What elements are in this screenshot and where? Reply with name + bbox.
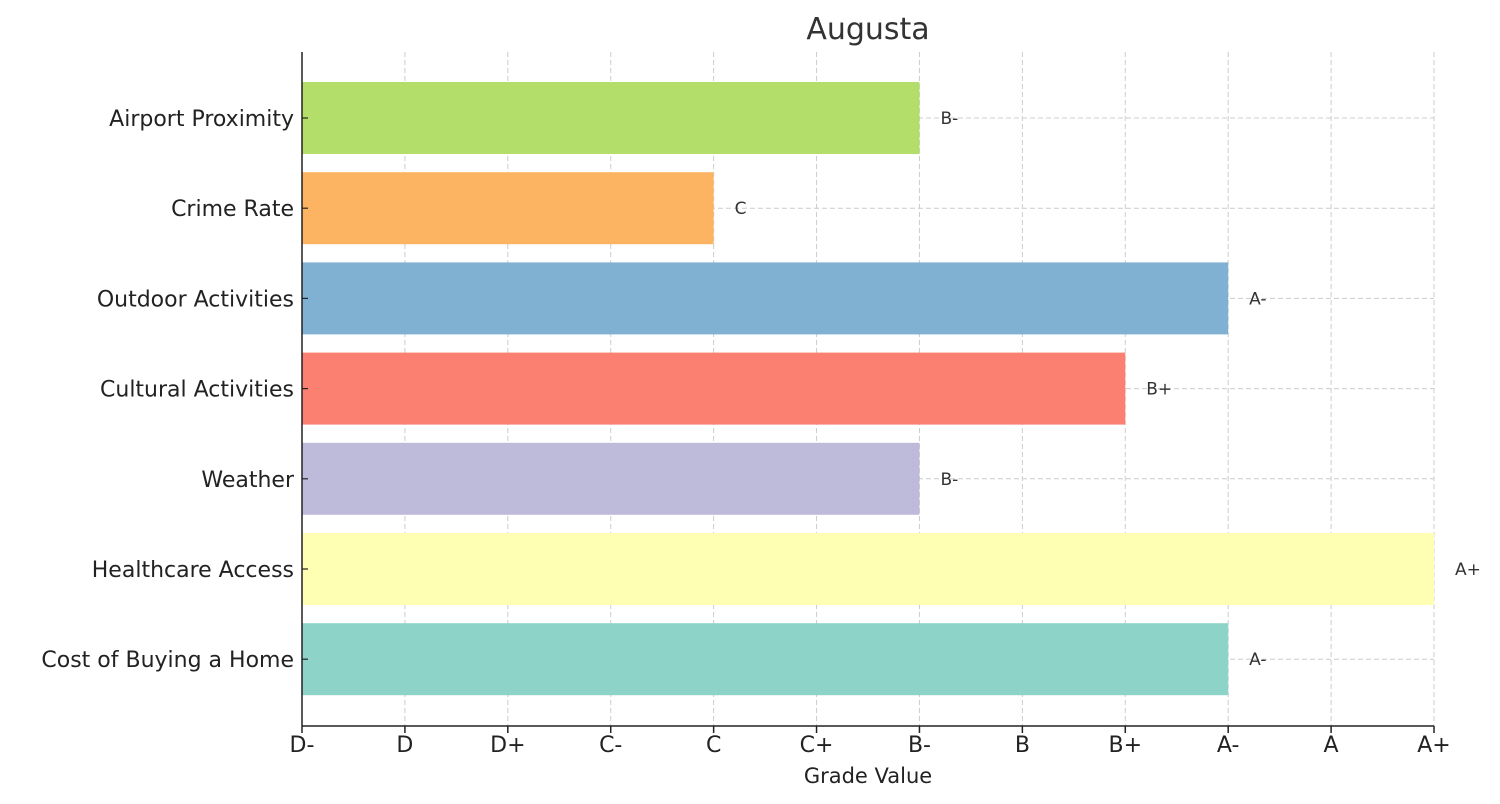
x-tick-label: C xyxy=(706,733,721,758)
axes xyxy=(301,52,1434,727)
x-tick-label: B xyxy=(1015,733,1030,758)
x-tick-label: A- xyxy=(1217,733,1240,758)
x-tick-label: D+ xyxy=(490,733,525,758)
bar-value-label: C xyxy=(735,199,747,219)
bar-value-label: A- xyxy=(1249,289,1266,309)
x-tick-label: B- xyxy=(908,733,931,758)
bar xyxy=(302,442,920,515)
bar xyxy=(302,623,1229,696)
x-tick-label: C+ xyxy=(800,733,834,758)
bar xyxy=(302,352,1126,425)
y-tick-label: Weather xyxy=(201,468,295,493)
bar-value-label: B- xyxy=(940,109,958,129)
y-tick-label: Healthcare Access xyxy=(92,558,294,583)
bar-value-label: A+ xyxy=(1455,560,1481,580)
x-axis-ticks: D- D D+ C- C C+ B- B B+ A- A A+ xyxy=(290,726,1451,758)
bar xyxy=(302,82,920,154)
y-tick-label: Cultural Activities xyxy=(100,378,294,403)
y-tick-label: Crime Rate xyxy=(171,197,294,222)
bars: B- C A- B+ B- A+ A- xyxy=(302,82,1481,696)
x-tick-label: C- xyxy=(599,733,622,758)
x-tick-label: B+ xyxy=(1109,733,1143,758)
y-tick-label: Airport Proximity xyxy=(109,107,294,132)
x-tick-label: A+ xyxy=(1417,733,1450,758)
x-axis-label: Grade Value xyxy=(804,764,932,788)
bar-value-label: A- xyxy=(1249,650,1266,670)
bar-value-label: B- xyxy=(940,470,958,490)
bar xyxy=(302,172,714,245)
y-tick-label: Cost of Buying a Home xyxy=(41,648,294,673)
chart-title: Augusta xyxy=(806,12,929,47)
y-axis-labels: Airport Proximity Crime Rate Outdoor Activ… xyxy=(41,107,308,673)
bar xyxy=(302,533,1434,605)
x-tick-label: D- xyxy=(290,733,315,758)
x-tick-label: D xyxy=(396,733,413,758)
x-tick-label: A xyxy=(1324,733,1339,758)
bar xyxy=(302,262,1229,335)
bar-value-label: B+ xyxy=(1146,380,1172,400)
y-tick-label: Outdoor Activities xyxy=(97,287,294,312)
